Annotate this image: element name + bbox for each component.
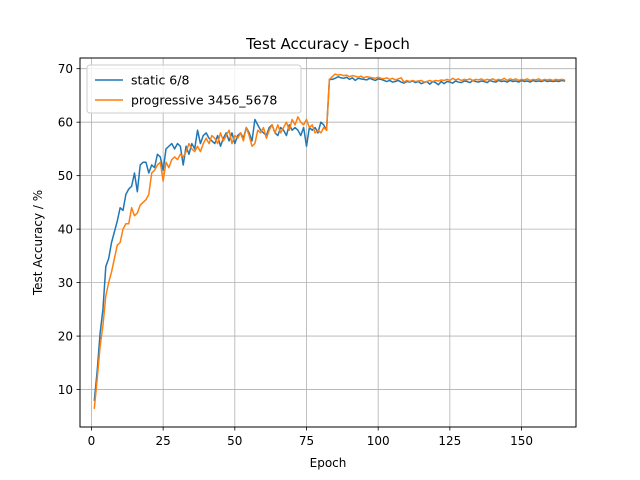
y-tick-label: 20 bbox=[58, 330, 73, 344]
x-tick-label: 100 bbox=[367, 434, 390, 448]
y-tick-label: 70 bbox=[58, 62, 73, 76]
y-tick-label: 50 bbox=[58, 169, 73, 183]
plot-frame bbox=[79, 57, 577, 428]
x-tick-label: 50 bbox=[227, 434, 242, 448]
x-tick-label: 25 bbox=[156, 434, 171, 448]
x-tick-label: 125 bbox=[438, 434, 461, 448]
x-tick-label: 0 bbox=[88, 434, 96, 448]
x-tick-label: 150 bbox=[510, 434, 533, 448]
y-tick-label: 40 bbox=[58, 223, 73, 237]
legend: static 6/8 progressive 3456_5678 bbox=[86, 64, 302, 114]
y-tick-label: 60 bbox=[58, 116, 73, 130]
legend-label-1: static 6/8 bbox=[131, 73, 189, 88]
axis-ticks: 0 25 50 75 100 125 150 10 20 30 40 50 60 70 bbox=[58, 62, 533, 448]
series-group bbox=[93, 73, 566, 410]
legend-label-2: progressive 3456_5678 bbox=[131, 93, 277, 108]
series-line-2 bbox=[93, 73, 566, 410]
y-tick-label: 10 bbox=[58, 383, 73, 397]
y-axis-label: Test Accuracy / % bbox=[31, 190, 45, 296]
grid bbox=[80, 58, 576, 427]
x-axis-label: Epoch bbox=[310, 456, 347, 470]
x-tick-label: 75 bbox=[299, 434, 314, 448]
chart-title: Test Accuracy - Epoch bbox=[245, 35, 410, 53]
legend-box bbox=[86, 64, 302, 114]
y-tick-label: 30 bbox=[58, 276, 73, 290]
